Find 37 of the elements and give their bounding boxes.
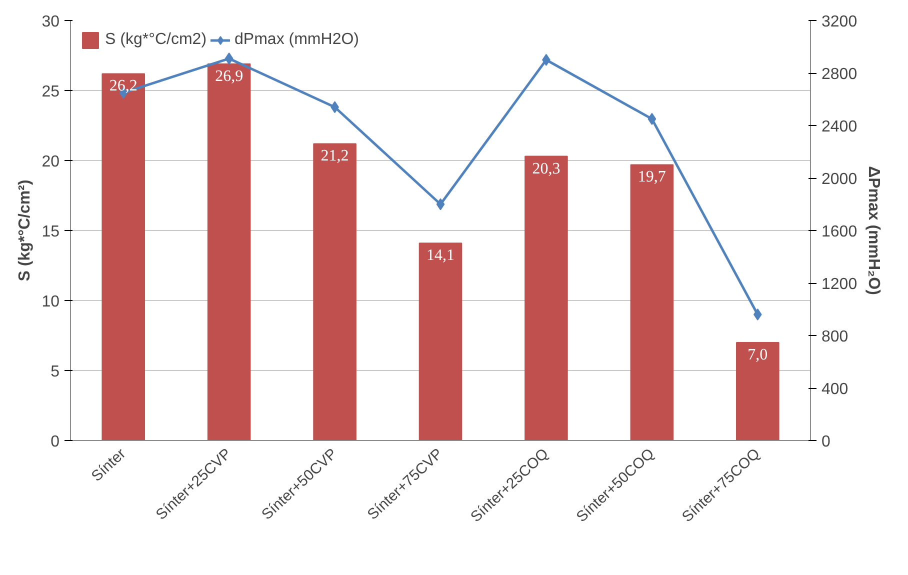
y-axis-title: S (kg*°C/cm²) (16, 180, 34, 282)
y2-tick-label: 800 (822, 328, 848, 346)
point (648, 112, 656, 125)
y2-tick-label: 3200 (822, 14, 858, 30)
point (224, 52, 234, 65)
y-tick-label: 5 (50, 364, 60, 380)
y2-tick-label: 2000 (822, 171, 858, 188)
bar (207, 63, 251, 440)
y-tick-label: 20 (42, 154, 60, 170)
y2-tick-label: 2400 (822, 118, 858, 136)
data-label: 19,7 (638, 168, 666, 186)
bar (524, 156, 568, 440)
bar (418, 242, 462, 440)
data-label: 20,3 (532, 160, 560, 178)
bar (102, 73, 145, 440)
bar (736, 342, 780, 440)
y2-tick-label: 400 (822, 381, 848, 398)
y-tick-label: 0 (50, 434, 60, 450)
y2-tick-label: 1200 (822, 276, 858, 293)
data-label: 14,1 (426, 247, 454, 264)
y2-tick-label: 2800 (822, 66, 858, 83)
legend-label: S (kg*°C/cm2) (105, 31, 207, 49)
point (753, 308, 762, 320)
point (436, 198, 445, 210)
data-label: 26,9 (215, 68, 244, 85)
bar (630, 164, 674, 440)
data-label: 7,0 (748, 346, 768, 364)
y-tick-label: 10 (42, 294, 60, 310)
legend-label: dPmax (mmH2O) (234, 31, 359, 49)
y-tick-label: 15 (42, 224, 60, 240)
bar (313, 143, 356, 440)
data-label: 21,2 (320, 148, 349, 165)
y-tick-label: 25 (42, 84, 60, 100)
y2-axis-title: ΔPmax (mmH₂O) (865, 166, 882, 295)
y2-tick-label: 1600 (822, 224, 858, 240)
y2-tick-label: 0 (822, 434, 830, 450)
y-tick-label: 30 (42, 14, 60, 30)
